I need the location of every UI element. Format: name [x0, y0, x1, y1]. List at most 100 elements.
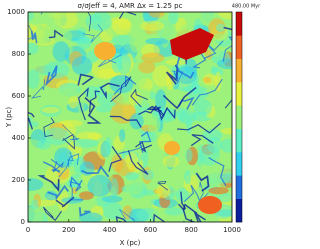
field-blob	[41, 106, 60, 114]
plot-frame	[27, 11, 233, 223]
field-blob	[29, 15, 51, 24]
field-blob	[214, 71, 222, 92]
field-blob	[90, 12, 112, 32]
time-label: 480.00 Myr	[232, 4, 261, 10]
hot-region	[198, 196, 222, 214]
filament	[190, 134, 214, 147]
filament	[43, 117, 55, 138]
field-blob	[183, 85, 207, 94]
filament	[222, 36, 232, 62]
field-blob	[145, 37, 169, 45]
field-blob	[142, 169, 154, 181]
field-blob	[147, 114, 161, 134]
chart-title: σ/σJeff = 4, AMR Δx = 1.25 pc	[78, 2, 183, 10]
filament	[177, 122, 221, 134]
filament	[47, 184, 70, 201]
filament	[223, 26, 232, 31]
field-blob	[79, 212, 103, 222]
field-blob	[164, 207, 184, 216]
field-blob	[142, 189, 155, 196]
field-blob	[141, 52, 165, 64]
hot-region	[164, 141, 180, 155]
field-blob	[213, 32, 230, 42]
colorbar-segment	[236, 175, 242, 199]
field-blob	[138, 87, 150, 108]
x-tick-label: 200	[62, 226, 75, 234]
filament	[50, 158, 64, 173]
field-blob	[149, 91, 157, 100]
chart: σ/σJeff = 4, AMR Δx = 1.25 pc 480.00 Myr…	[5, 2, 261, 247]
filament	[69, 176, 83, 192]
field-blob	[95, 104, 112, 113]
filament	[42, 161, 61, 173]
hot-region	[94, 42, 116, 60]
field-blob	[218, 12, 232, 20]
field-blob	[88, 132, 103, 140]
field-blob	[208, 186, 229, 195]
filament	[115, 216, 127, 222]
colorbar-segment	[236, 128, 242, 153]
field-blob	[33, 26, 52, 44]
filament	[138, 131, 152, 153]
field-blob	[28, 108, 37, 115]
filament	[37, 175, 60, 193]
field-blob	[216, 58, 232, 70]
field-blob	[62, 88, 79, 98]
y-tick-label: 400	[12, 134, 25, 142]
field-blob	[148, 12, 165, 18]
field-blob	[112, 34, 135, 46]
field-blob	[205, 62, 213, 75]
colorbar-segment	[236, 12, 242, 36]
field-blob	[214, 156, 228, 175]
filament	[28, 24, 35, 40]
filament	[108, 146, 123, 172]
filament	[87, 12, 92, 32]
field-blob	[185, 114, 193, 134]
field-blob	[104, 136, 112, 156]
filament	[191, 78, 223, 106]
x-tick-label: 0	[26, 226, 30, 234]
filament	[67, 151, 74, 168]
filament	[138, 105, 165, 116]
y-tick-label: 600	[12, 92, 25, 100]
field-blob	[31, 199, 39, 210]
field-blob	[124, 176, 144, 195]
filament	[99, 82, 120, 100]
field-blob	[43, 89, 67, 99]
filament	[81, 165, 110, 178]
field-blob	[28, 43, 39, 55]
field-blob	[87, 174, 112, 197]
colorbar-segment	[236, 152, 242, 176]
x-tick-label: 600	[144, 226, 157, 234]
filament	[127, 150, 149, 175]
field-blob	[112, 18, 132, 35]
field-blob	[165, 58, 188, 66]
field-blob	[103, 129, 118, 137]
field-blob	[117, 53, 131, 75]
filament	[31, 79, 46, 99]
colorbar-segment	[236, 35, 242, 59]
filament	[55, 196, 75, 208]
x-tick-label: 400	[103, 226, 116, 234]
filament	[118, 12, 137, 19]
field-blob	[203, 76, 212, 83]
field-blob	[176, 107, 188, 122]
filament	[193, 211, 206, 222]
field-blob	[220, 127, 232, 135]
field-blob	[125, 171, 139, 181]
x-axis-label: X (pc)	[120, 239, 141, 247]
filament	[43, 206, 62, 221]
filament	[195, 172, 210, 192]
field-blob	[28, 178, 44, 191]
field-blob	[68, 96, 79, 109]
filament	[83, 24, 103, 43]
field-blob	[111, 154, 124, 172]
field-blob	[200, 170, 223, 188]
filament	[48, 29, 64, 39]
filament	[183, 184, 202, 204]
filament	[30, 30, 38, 44]
field-blob	[129, 31, 142, 53]
colorbar-segment	[236, 198, 242, 223]
filament	[176, 55, 195, 79]
